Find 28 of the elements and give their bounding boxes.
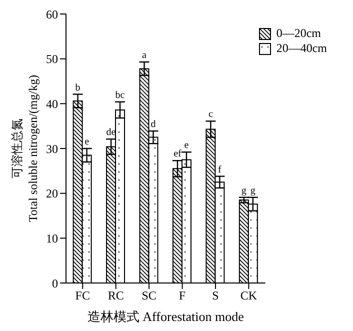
legend-label: 0—20cm	[275, 26, 322, 41]
y-tick-label: 60	[46, 7, 58, 22]
x-axis-title: 造林模式 Afforestation mode	[87, 309, 244, 324]
data-label: f	[218, 164, 222, 176]
legend-label: 20—40cm	[275, 41, 327, 56]
x-tick-label: RC	[108, 288, 124, 303]
data-label: bc	[115, 90, 126, 101]
data-label: ef	[174, 148, 182, 160]
data-label: a	[142, 50, 148, 61]
y-tick-label: 20	[46, 186, 58, 201]
y-axis-title: 可溶性总氮 Total soluble nitrogen/(mg/kg)	[10, 74, 40, 222]
x-tick-label: CK	[240, 288, 258, 303]
x-tick-label: S	[212, 288, 219, 303]
data-label: e	[184, 140, 190, 152]
x-tick-label: F	[178, 288, 186, 303]
x-tick-label: SC	[142, 288, 156, 303]
y-tick-label: 0	[52, 276, 58, 290]
data-label: d	[150, 119, 156, 130]
data-label: g	[241, 185, 246, 196]
data-label: e	[84, 136, 90, 148]
data-label: b	[75, 82, 80, 94]
y-tick-label: 30	[46, 142, 58, 156]
data-label: g	[250, 185, 256, 196]
y-tick-label: 10	[46, 231, 58, 246]
y-tick-label: 40	[46, 96, 58, 111]
data-label: c	[208, 109, 214, 120]
x-tick-label: FC	[75, 288, 90, 303]
y-tick-label: 50	[46, 52, 58, 66]
